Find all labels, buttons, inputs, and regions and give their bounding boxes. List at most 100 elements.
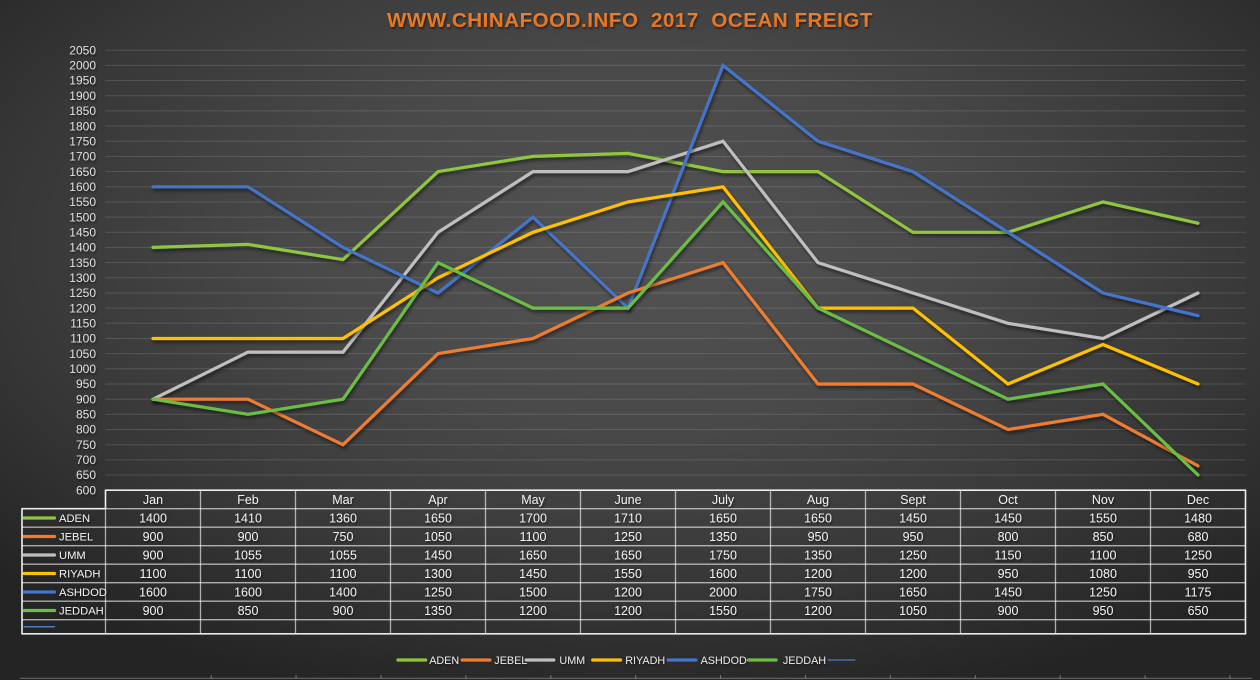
svg-text:1050: 1050 [899,604,927,618]
svg-text:2000: 2000 [709,586,737,600]
svg-text:850: 850 [76,408,96,422]
svg-text:Oct: Oct [998,493,1018,507]
svg-text:RIYADH: RIYADH [625,655,665,667]
svg-text:1150: 1150 [995,549,1022,563]
svg-text:1100: 1100 [235,567,262,581]
svg-text:1650: 1650 [709,512,737,526]
svg-text:ADEN: ADEN [59,513,90,525]
svg-text:1450: 1450 [69,226,96,240]
svg-text:1650: 1650 [804,512,832,526]
svg-text:1550: 1550 [709,604,737,618]
svg-text:1360: 1360 [329,512,357,526]
svg-text:900: 900 [76,392,96,406]
svg-text:1600: 1600 [234,586,262,600]
svg-text:900: 900 [143,530,164,544]
svg-text:Aug: Aug [807,493,829,507]
svg-text:600: 600 [76,483,96,497]
svg-text:950: 950 [1188,567,1209,581]
svg-text:1550: 1550 [69,195,96,209]
svg-text:1050: 1050 [69,347,96,361]
svg-text:1650: 1650 [899,586,927,600]
svg-text:July: July [712,493,735,507]
svg-text:1100: 1100 [70,332,96,346]
svg-text:1250: 1250 [899,549,927,563]
svg-text:650: 650 [76,468,96,482]
svg-text:1200: 1200 [614,586,642,600]
svg-text:UMM: UMM [59,550,86,562]
svg-text:1700: 1700 [519,512,547,526]
svg-text:1800: 1800 [69,119,96,133]
svg-text:950: 950 [808,530,829,544]
svg-text:1750: 1750 [709,549,737,563]
svg-text:1300: 1300 [424,567,452,581]
svg-text:UMM: UMM [559,655,585,667]
svg-text:950: 950 [903,530,924,544]
svg-text:1900: 1900 [69,89,96,103]
svg-text:JEBEL: JEBEL [59,531,93,543]
svg-text:1200: 1200 [899,567,927,581]
svg-text:1410: 1410 [234,512,262,526]
svg-text:1175: 1175 [1185,586,1212,600]
svg-text:800: 800 [998,530,1019,544]
svg-text:1550: 1550 [1089,512,1117,526]
svg-text:1100: 1100 [140,567,167,581]
svg-text:700: 700 [76,453,96,467]
svg-text:JEDDAH: JEDDAH [783,655,826,667]
svg-text:1055: 1055 [234,549,262,563]
svg-text:June: June [614,493,641,507]
svg-text:1350: 1350 [69,256,96,270]
svg-text:1200: 1200 [804,604,832,618]
svg-text:1700: 1700 [69,150,96,164]
svg-text:900: 900 [998,604,1019,618]
svg-text:1450: 1450 [519,567,547,581]
svg-text:650: 650 [1188,604,1209,618]
svg-text:ASHDOD: ASHDOD [701,655,747,667]
svg-text:1250: 1250 [424,586,452,600]
svg-text:1150: 1150 [70,317,96,331]
svg-text:1850: 1850 [69,104,96,118]
svg-text:1350: 1350 [424,604,452,618]
svg-text:850: 850 [238,604,259,618]
svg-text:1250: 1250 [69,286,96,300]
svg-text:May: May [521,493,545,507]
svg-text:RIYADH: RIYADH [59,568,100,580]
svg-text:1250: 1250 [1184,549,1212,563]
svg-text:1200: 1200 [804,567,832,581]
svg-text:1400: 1400 [139,512,167,526]
svg-text:Sept: Sept [900,493,926,507]
svg-text:2000: 2000 [69,59,96,73]
svg-text:800: 800 [76,423,96,437]
svg-text:1600: 1600 [69,180,96,194]
svg-text:1750: 1750 [69,134,96,148]
svg-text:1450: 1450 [994,512,1022,526]
svg-text:Feb: Feb [237,493,259,507]
svg-text:950: 950 [1093,604,1114,618]
svg-text:1100: 1100 [520,530,547,544]
svg-text:1200: 1200 [519,604,547,618]
svg-text:1250: 1250 [614,530,642,544]
svg-text:1000: 1000 [69,362,96,376]
svg-text:750: 750 [333,530,354,544]
svg-text:Dec: Dec [1187,493,1209,507]
svg-text:1050: 1050 [424,530,452,544]
svg-text:1500: 1500 [69,210,96,224]
svg-text:1650: 1650 [69,165,96,179]
svg-text:1450: 1450 [994,586,1022,600]
svg-text:900: 900 [143,604,164,618]
svg-text:1350: 1350 [709,530,737,544]
svg-text:1950: 1950 [69,74,96,88]
svg-text:750: 750 [76,438,96,452]
svg-text:1600: 1600 [709,567,737,581]
svg-text:1480: 1480 [1184,512,1212,526]
svg-text:950: 950 [998,567,1019,581]
svg-text:1400: 1400 [69,241,96,255]
svg-text:850: 850 [1093,530,1114,544]
svg-text:JEBEL: JEBEL [494,655,527,667]
svg-text:1300: 1300 [69,271,96,285]
svg-text:WWW.CHINAFOOD.INFO 2017 OCEA: WWW.CHINAFOOD.INFO 2017 OCEAN FREIGT [387,9,873,32]
svg-text:950: 950 [76,377,96,391]
svg-text:JEDDAH: JEDDAH [59,605,104,617]
svg-text:1650: 1650 [614,549,642,563]
svg-text:1350: 1350 [804,549,832,563]
svg-text:1100: 1100 [330,567,357,581]
